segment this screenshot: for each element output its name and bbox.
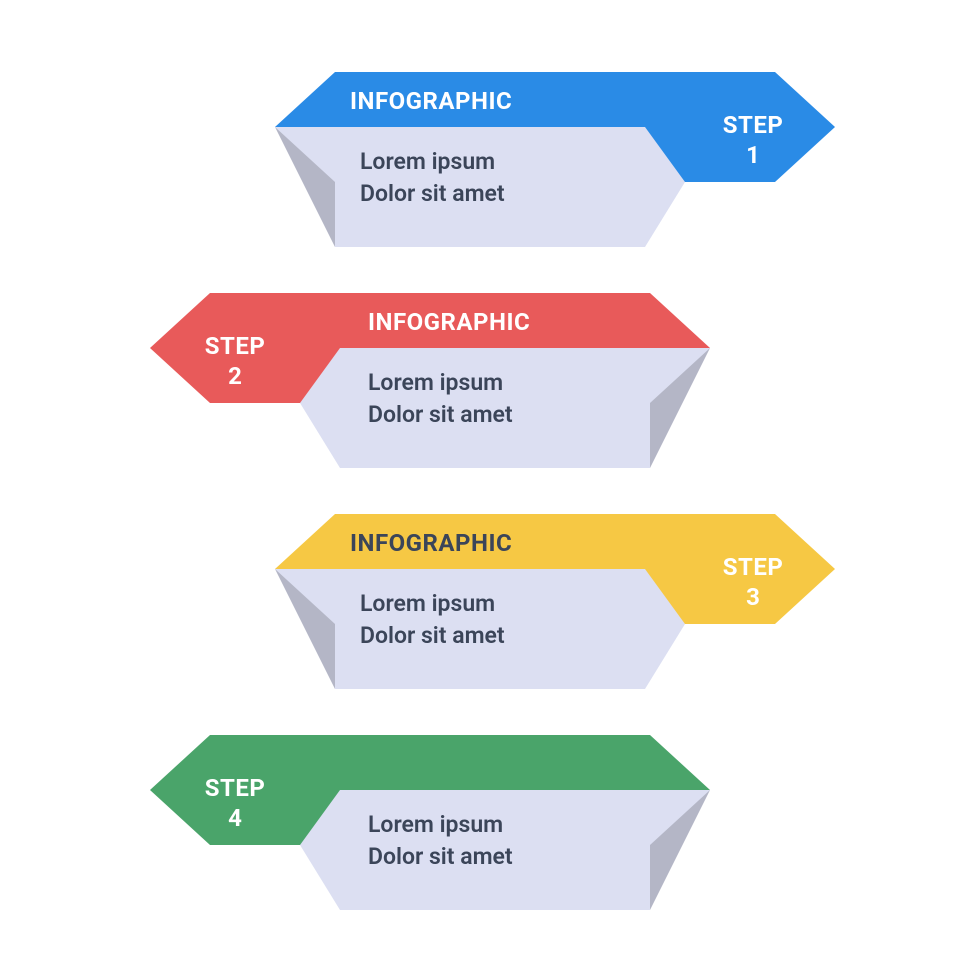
- step-1-body-line2: Dolor sit amet: [360, 180, 505, 209]
- step-1-step-number: 1: [698, 140, 808, 170]
- step-3-body-line1: Lorem ipsum: [360, 590, 495, 619]
- step-4-body-line2: Dolor sit amet: [368, 843, 513, 872]
- step-3: INFOGRAPHIC STEP 3 Lorem ipsum Dolor sit…: [275, 514, 835, 689]
- step-2-heading: INFOGRAPHIC: [368, 307, 530, 337]
- infographic-stage: INFOGRAPHIC STEP 1 Lorem ipsum Dolor sit…: [0, 0, 980, 980]
- step-3-body-line2: Dolor sit amet: [360, 622, 505, 651]
- step-2-step-label: STEP: [180, 331, 290, 361]
- step-2-step-number: 2: [180, 361, 290, 391]
- step-1: INFOGRAPHIC STEP 1 Lorem ipsum Dolor sit…: [275, 72, 835, 247]
- step-2: INFOGRAPHIC STEP 2 Lorem ipsum Dolor sit…: [150, 293, 710, 468]
- step-3-step-number: 3: [698, 582, 808, 612]
- step-1-heading: INFOGRAPHIC: [350, 86, 512, 116]
- step-3-step-label: STEP: [698, 552, 808, 582]
- step-4: STEP 4 Lorem ipsum Dolor sit amet: [150, 735, 710, 910]
- step-1-step-label: STEP: [698, 110, 808, 140]
- step-3-heading: INFOGRAPHIC: [350, 528, 512, 558]
- step-2-body-line1: Lorem ipsum: [368, 369, 503, 398]
- step-4-step-number: 4: [180, 803, 290, 833]
- step-2-body-line2: Dolor sit amet: [368, 401, 513, 430]
- step-4-step-label: STEP: [180, 773, 290, 803]
- step-1-body-line1: Lorem ipsum: [360, 148, 495, 177]
- step-4-body-line1: Lorem ipsum: [368, 811, 503, 840]
